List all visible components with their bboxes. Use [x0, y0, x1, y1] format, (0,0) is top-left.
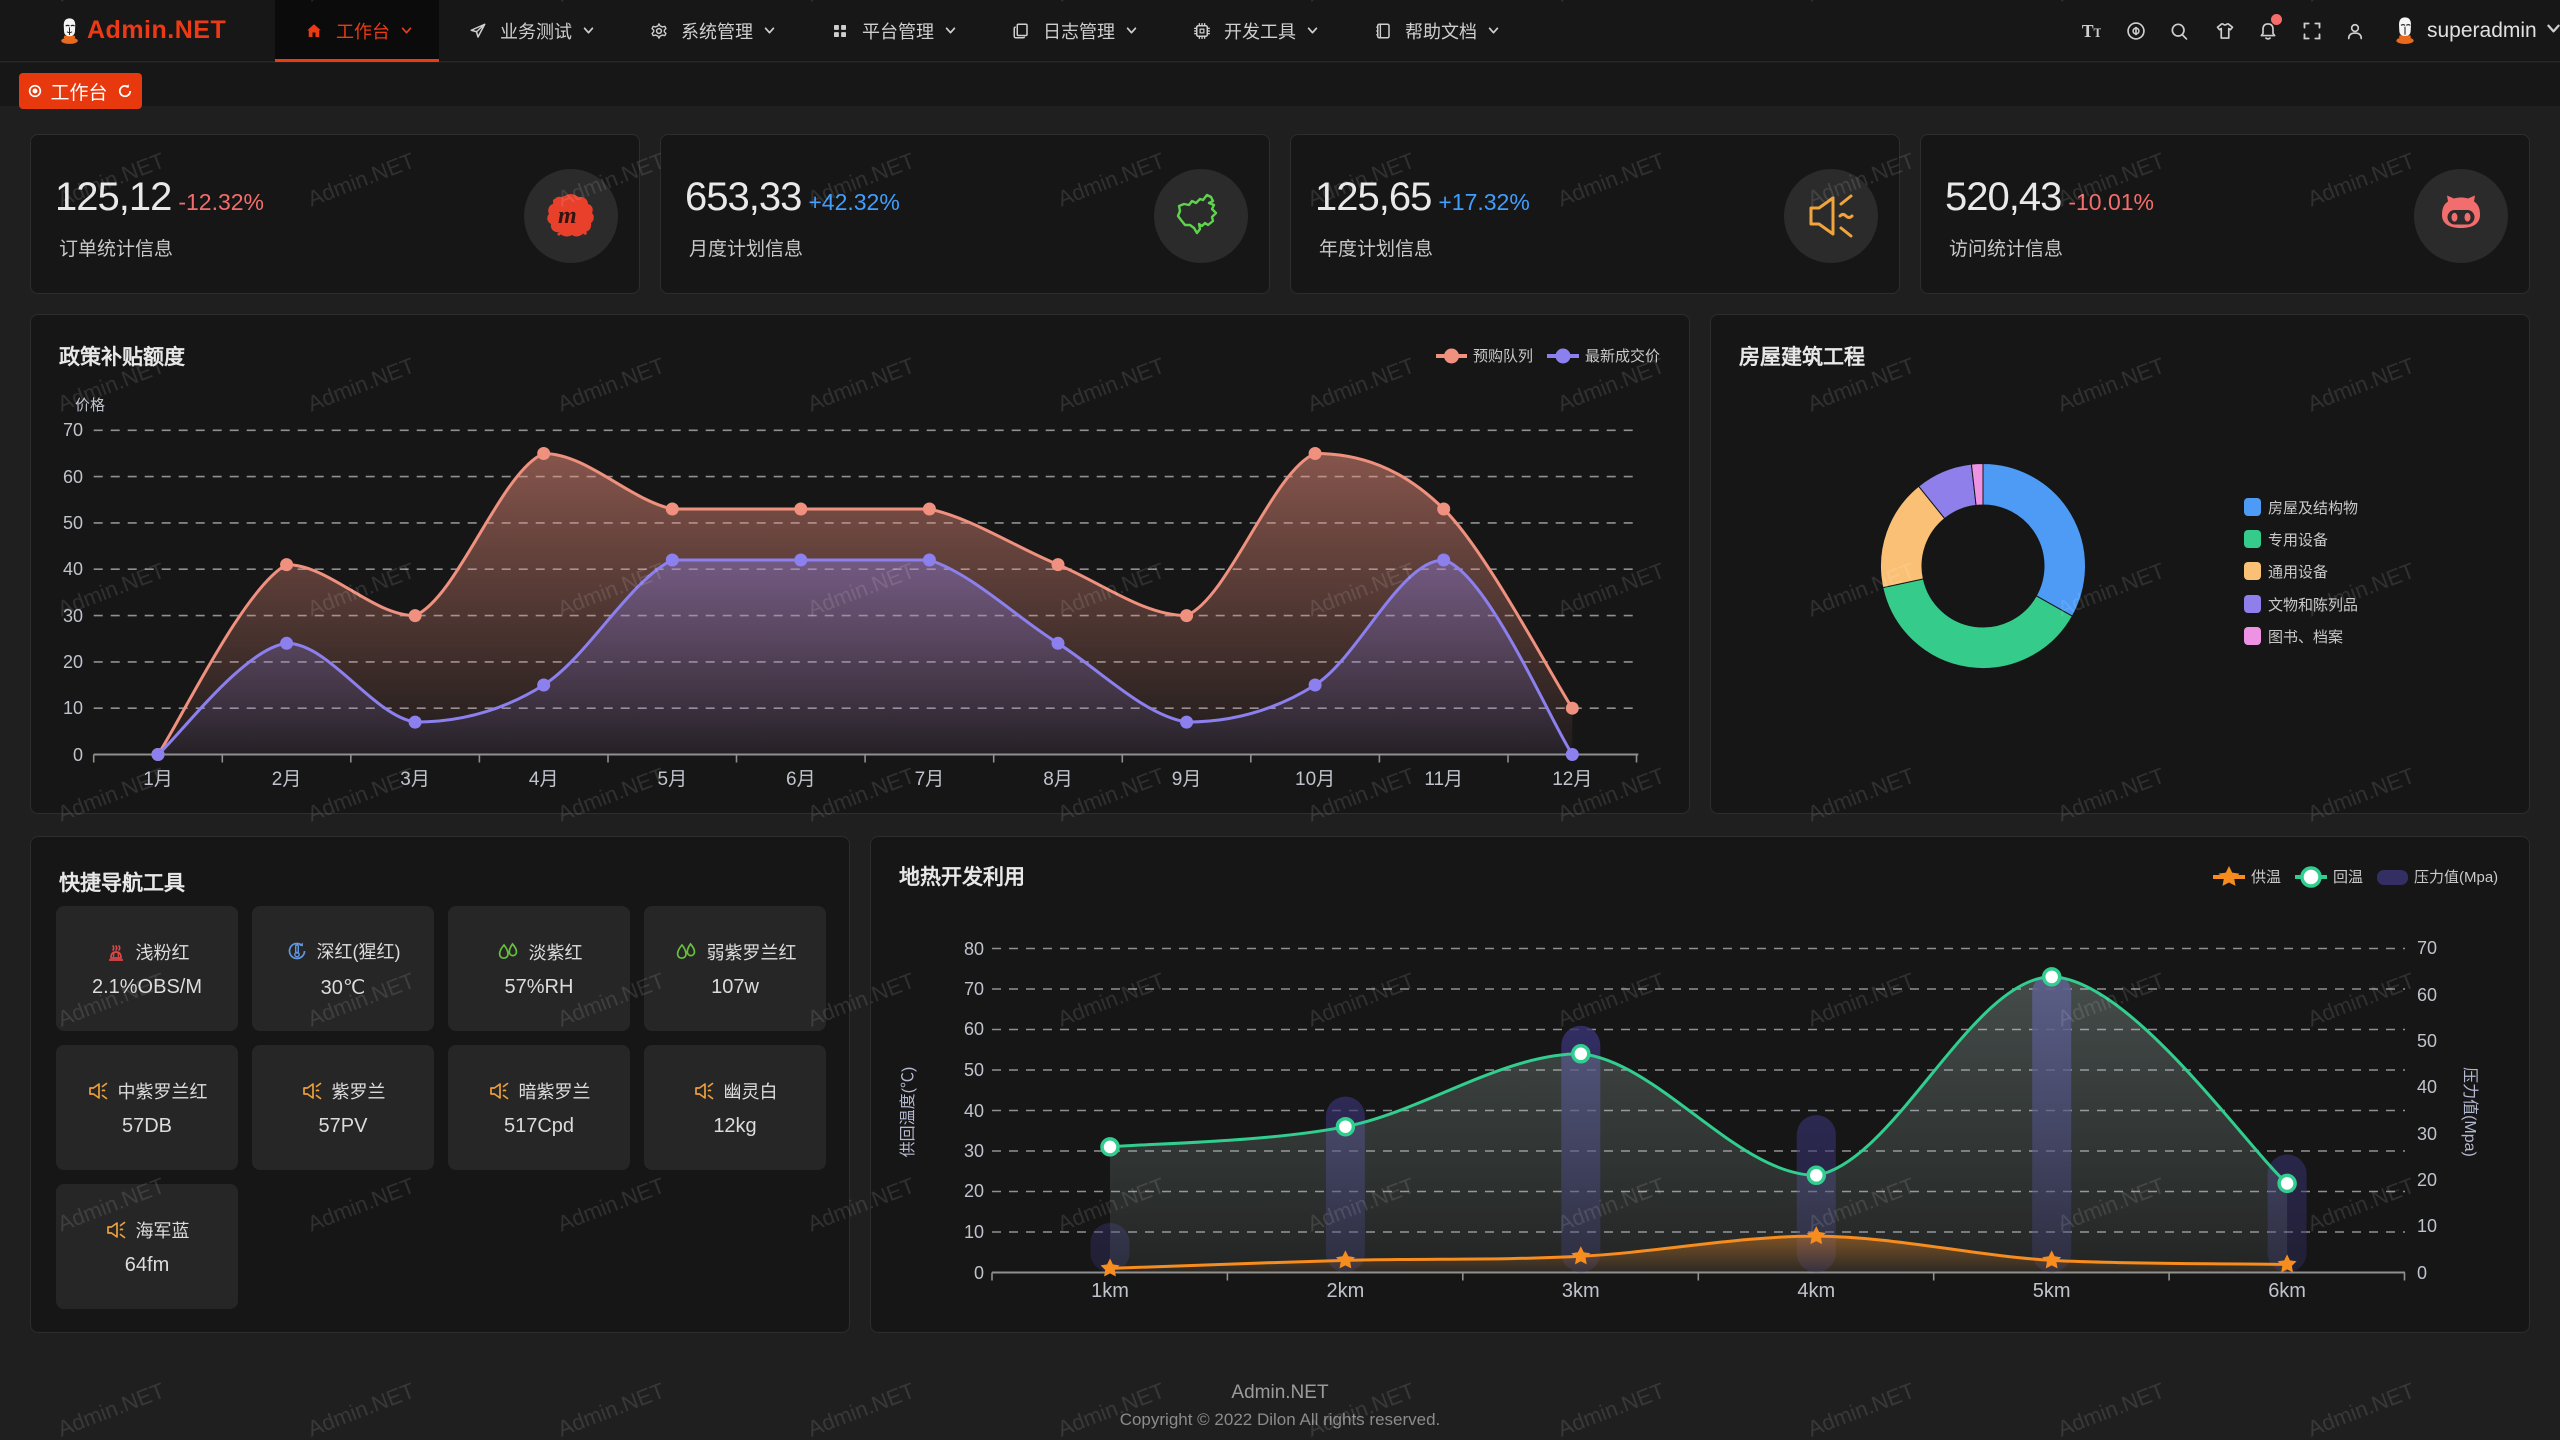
svg-text:7月: 7月 — [915, 769, 945, 790]
svg-text:0: 0 — [73, 745, 83, 765]
svg-text:6km: 6km — [2268, 1280, 2306, 1302]
svg-text:4km: 4km — [1797, 1280, 1835, 1302]
svg-text:3km: 3km — [1562, 1280, 1600, 1302]
svg-text:10: 10 — [964, 1222, 984, 1242]
svg-text:20: 20 — [2417, 1170, 2437, 1190]
svg-text:最新成交价: 最新成交价 — [1585, 347, 1660, 365]
svg-text:8月: 8月 — [1043, 769, 1073, 790]
svg-text:11月: 11月 — [1424, 769, 1463, 790]
svg-text:1月: 1月 — [143, 769, 173, 790]
svg-text:10: 10 — [2417, 1216, 2437, 1236]
svg-text:50: 50 — [2417, 1031, 2437, 1051]
svg-text:2月: 2月 — [272, 769, 302, 790]
svg-text:T: T — [2082, 21, 2094, 41]
svg-text:文物和陈列品: 文物和陈列品 — [2268, 596, 2358, 614]
svg-text:通用设备: 通用设备 — [2268, 564, 2328, 581]
svg-text:10: 10 — [63, 698, 83, 718]
svg-text:40: 40 — [964, 1101, 984, 1121]
svg-text:50: 50 — [964, 1060, 984, 1080]
svg-text:30: 30 — [2417, 1124, 2437, 1144]
svg-text:0: 0 — [2417, 1263, 2427, 1283]
svg-text:房屋及结构物: 房屋及结构物 — [2268, 500, 2358, 517]
svg-text:40: 40 — [2417, 1077, 2437, 1097]
svg-text:供回温度(℃): 供回温度(℃) — [899, 1067, 917, 1158]
svg-text:6月: 6月 — [786, 769, 816, 790]
svg-text:压力值(Mpa): 压力值(Mpa) — [2414, 869, 2498, 886]
svg-text:60: 60 — [964, 1019, 984, 1039]
svg-text:1km: 1km — [1091, 1280, 1129, 1302]
svg-text:50: 50 — [63, 513, 83, 533]
svg-text:30: 30 — [964, 1141, 984, 1161]
svg-text:供温: 供温 — [2251, 869, 2281, 886]
svg-text:70: 70 — [2417, 938, 2437, 958]
svg-text:5月: 5月 — [658, 769, 688, 790]
svg-text:30: 30 — [63, 606, 83, 626]
svg-text:10月: 10月 — [1295, 769, 1335, 790]
svg-text:70: 70 — [964, 979, 984, 999]
svg-text:政策补贴额度: 政策补贴额度 — [59, 345, 185, 369]
svg-text:3月: 3月 — [400, 769, 430, 790]
svg-text:价格: 价格 — [75, 397, 105, 414]
svg-text:m: m — [558, 203, 577, 229]
svg-text:T: T — [2094, 26, 2102, 40]
svg-text:20: 20 — [964, 1181, 984, 1201]
svg-text:专用设备: 专用设备 — [2268, 532, 2328, 549]
svg-text:压力值(Mpa): 压力值(Mpa) — [2461, 1067, 2479, 1157]
svg-text:80: 80 — [964, 939, 984, 959]
svg-text:20: 20 — [63, 652, 83, 672]
svg-text:12月: 12月 — [1552, 769, 1592, 790]
svg-text:预购队列: 预购队列 — [1473, 348, 1533, 365]
svg-text:5km: 5km — [2033, 1280, 2071, 1302]
svg-text:房屋建筑工程: 房屋建筑工程 — [1739, 345, 1865, 369]
svg-text:0: 0 — [974, 1263, 984, 1283]
svg-text:60: 60 — [63, 467, 83, 487]
svg-text:70: 70 — [63, 420, 83, 440]
svg-text:9月: 9月 — [1172, 769, 1202, 790]
svg-text:60: 60 — [2417, 985, 2437, 1005]
svg-text:4月: 4月 — [529, 769, 559, 790]
svg-text:地热开发利用: 地热开发利用 — [899, 865, 1025, 889]
svg-text:图书、档案: 图书、档案 — [2268, 628, 2343, 646]
svg-text:回温: 回温 — [2333, 869, 2363, 886]
svg-text:40: 40 — [63, 559, 83, 579]
svg-text:2km: 2km — [1327, 1280, 1365, 1302]
